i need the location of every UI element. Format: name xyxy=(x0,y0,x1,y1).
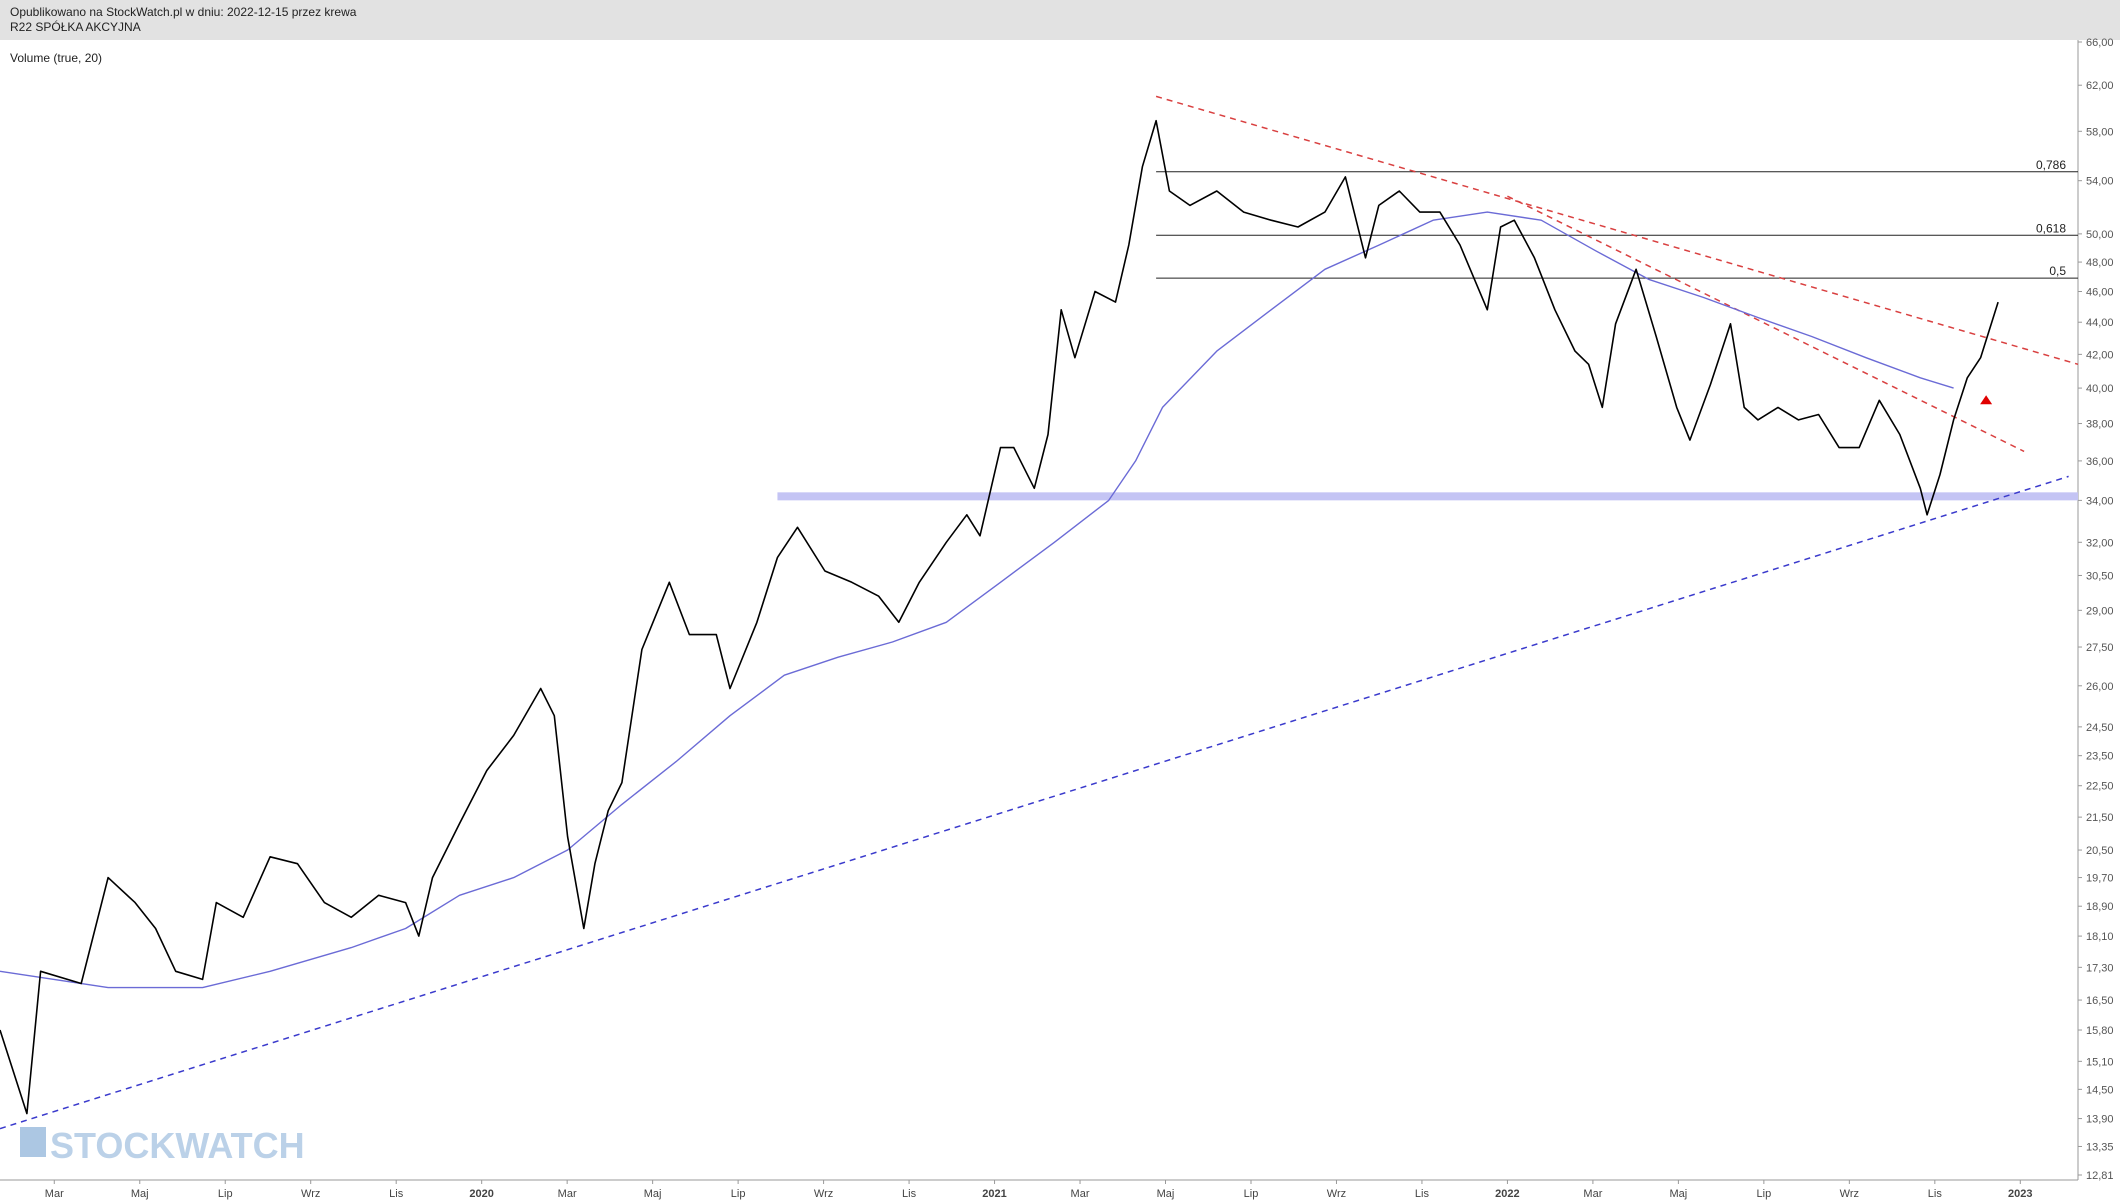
y-tick-label: 22,50 xyxy=(2086,781,2114,793)
y-tick-label: 16,50 xyxy=(2086,995,2114,1007)
y-tick-label: 66,00 xyxy=(2086,37,2114,49)
y-tick-label: 50,00 xyxy=(2086,229,2114,241)
x-tick-label: Mar xyxy=(1583,1188,1602,1200)
x-tick-label: Wrz xyxy=(301,1188,320,1200)
y-tick-label: 13,35 xyxy=(2086,1141,2114,1153)
y-tick-label: 29,00 xyxy=(2086,605,2114,617)
x-tick-label: Lip xyxy=(731,1188,746,1200)
header-company: R22 SPÓŁKA AKCYJNA xyxy=(10,19,141,34)
x-tick-label: Maj xyxy=(1670,1188,1688,1200)
y-tick-label: 44,00 xyxy=(2086,317,2114,329)
x-tick-label: 2020 xyxy=(469,1188,493,1200)
y-tick-label: 12,81 xyxy=(2086,1170,2114,1182)
indicator-label: Volume (true, 20) xyxy=(10,51,102,65)
fib-label: 0,618 xyxy=(2036,221,2066,235)
x-tick-label: Mar xyxy=(45,1188,64,1200)
x-tick-label: 2022 xyxy=(1495,1188,1519,1200)
fib-label: 0,5 xyxy=(2049,264,2066,278)
trendline xyxy=(1155,95,2079,366)
x-tick-label: Mar xyxy=(1071,1188,1090,1200)
y-tick-label: 42,00 xyxy=(2086,349,2114,361)
fib-label: 0,786 xyxy=(2036,158,2066,172)
y-tick-label: 36,00 xyxy=(2086,456,2114,468)
x-tick-label: Mar xyxy=(558,1188,577,1200)
y-tick-label: 46,00 xyxy=(2086,286,2114,298)
signal-marker xyxy=(1980,395,1993,405)
x-tick-label: Lis xyxy=(902,1188,917,1200)
x-tick-label: Lip xyxy=(1757,1188,1772,1200)
y-tick-label: 15,10 xyxy=(2086,1056,2114,1068)
y-tick-label: 32,00 xyxy=(2086,537,2114,549)
y-tick-label: 62,00 xyxy=(2086,80,2114,92)
y-tick-label: 23,50 xyxy=(2086,751,2114,763)
y-tick-label: 24,50 xyxy=(2086,722,2114,734)
y-tick-label: 14,50 xyxy=(2086,1084,2114,1096)
price-line xyxy=(0,119,1999,1115)
x-tick-label: Lip xyxy=(1244,1188,1259,1200)
watermark-icon xyxy=(20,1127,46,1157)
y-tick-label: 40,00 xyxy=(2086,383,2114,395)
x-tick-label: Wrz xyxy=(1840,1188,1859,1200)
y-tick-label: 30,50 xyxy=(2086,570,2114,582)
watermark: STOCKWATCH xyxy=(50,1125,305,1166)
header-published: Opublikowano na StockWatch.pl w dniu: 20… xyxy=(10,5,357,19)
x-tick-label: Maj xyxy=(644,1188,662,1200)
x-tick-label: Maj xyxy=(131,1188,149,1200)
header-band xyxy=(0,0,2120,40)
y-tick-label: 18,10 xyxy=(2086,931,2114,943)
y-tick-label: 18,90 xyxy=(2086,901,2114,913)
moving-average xyxy=(0,211,1954,989)
trendline xyxy=(0,475,2069,1130)
x-tick-label: Lis xyxy=(1415,1188,1430,1200)
y-tick-label: 54,00 xyxy=(2086,176,2114,188)
y-tick-label: 21,50 xyxy=(2086,812,2114,824)
y-tick-label: 34,00 xyxy=(2086,495,2114,507)
x-tick-label: Lis xyxy=(1928,1188,1943,1200)
x-tick-label: Lis xyxy=(389,1188,404,1200)
x-tick-label: Lip xyxy=(218,1188,233,1200)
y-tick-label: 19,70 xyxy=(2086,873,2114,885)
x-tick-label: Wrz xyxy=(814,1188,833,1200)
y-tick-label: 17,30 xyxy=(2086,962,2114,974)
x-tick-label: Maj xyxy=(1157,1188,1175,1200)
x-tick-label: Wrz xyxy=(1327,1188,1346,1200)
x-tick-label: 2023 xyxy=(2008,1188,2032,1200)
y-tick-label: 26,00 xyxy=(2086,681,2114,693)
y-tick-label: 38,00 xyxy=(2086,419,2114,431)
trendline xyxy=(1507,195,2025,453)
y-tick-label: 15,80 xyxy=(2086,1025,2114,1037)
y-tick-label: 58,00 xyxy=(2086,126,2114,138)
x-tick-label: 2021 xyxy=(982,1188,1006,1200)
y-tick-label: 48,00 xyxy=(2086,257,2114,269)
y-tick-label: 20,50 xyxy=(2086,845,2114,857)
y-tick-label: 27,50 xyxy=(2086,642,2114,654)
support-band xyxy=(777,492,2078,501)
y-tick-label: 13,90 xyxy=(2086,1114,2114,1126)
